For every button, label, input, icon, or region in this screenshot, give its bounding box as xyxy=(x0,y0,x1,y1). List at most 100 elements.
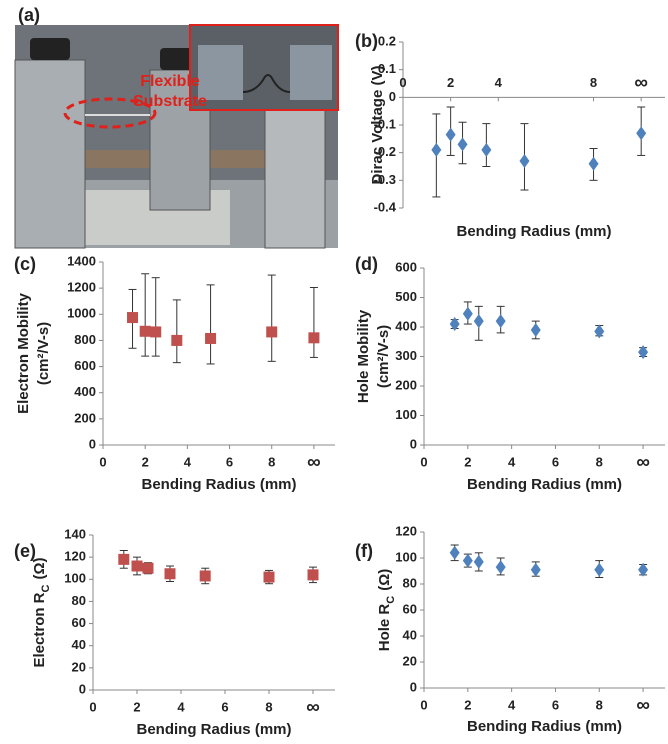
y-tick-label: 0 xyxy=(89,436,96,451)
y-tick-label: -0.3 xyxy=(374,172,396,187)
annotation: Substrate xyxy=(133,93,207,110)
x-tick-label: 8 xyxy=(265,699,272,714)
y-tick-label: 80 xyxy=(72,593,86,608)
y-axis-title-part: (Ω) xyxy=(31,558,48,580)
marker xyxy=(164,568,176,580)
y-axis-title: Dirac Voltage (V) xyxy=(369,66,386,185)
panel-label: (d) xyxy=(355,254,378,274)
inset-substrate xyxy=(242,74,291,93)
y-tick-label: 100 xyxy=(64,571,86,586)
x-tick-label: 6 xyxy=(552,454,559,469)
panel-label: (f) xyxy=(355,541,373,561)
marker xyxy=(638,345,649,360)
y-tick-label: 60 xyxy=(72,615,86,630)
x-tick-label: ∞ xyxy=(307,452,321,473)
x-tick-label: 6 xyxy=(221,699,228,714)
annotation: Flexible xyxy=(140,73,200,90)
y-axis-title: Electron Mobility xyxy=(15,292,32,414)
marker xyxy=(307,569,319,581)
knob-left xyxy=(30,38,70,60)
x-tick-label: 4 xyxy=(508,454,516,469)
y-axis-title-part: C xyxy=(40,584,52,592)
panel-label: (b) xyxy=(355,31,378,51)
marker xyxy=(462,306,473,321)
x-tick-label: 2 xyxy=(464,697,471,712)
y-axis-title: (cm²/V-s) xyxy=(375,325,392,388)
y-tick-label: 0.1 xyxy=(378,61,396,76)
x-tick-label: 2 xyxy=(447,75,454,90)
y-tick-label: 600 xyxy=(395,259,417,274)
y-axis-title: Electron RC (Ω) xyxy=(31,558,52,668)
y-axis-title: Hole Mobility xyxy=(355,309,372,403)
y-tick-label: 80 xyxy=(403,575,417,590)
y-tick-label: 300 xyxy=(395,348,417,363)
y-tick-label: 60 xyxy=(403,601,417,616)
y-tick-label: -0.1 xyxy=(374,116,396,131)
y-tick-label: 0 xyxy=(389,89,396,104)
y-tick-label: 600 xyxy=(74,358,96,373)
x-tick-label: 4 xyxy=(508,697,516,712)
marker xyxy=(127,312,139,324)
photo xyxy=(14,24,339,249)
y-tick-label: 400 xyxy=(395,318,417,333)
x-tick-label: ∞ xyxy=(634,72,648,93)
inset-block-left xyxy=(198,45,243,100)
y-axis-title-part: C xyxy=(385,596,397,604)
y-tick-label: 200 xyxy=(395,377,417,392)
y-axis-title-part: Hole R xyxy=(376,604,393,652)
clamp-right xyxy=(264,109,326,249)
marker xyxy=(457,137,468,152)
x-tick-label: 6 xyxy=(226,454,233,469)
panel-label: (a) xyxy=(18,5,40,25)
marker xyxy=(199,570,211,582)
x-tick-label: 8 xyxy=(596,697,603,712)
x-axis-title: Bending Radius (mm) xyxy=(136,721,291,738)
y-axis-title: (cm²/V-s) xyxy=(35,322,52,385)
panel-label: (e) xyxy=(14,541,36,561)
marker xyxy=(473,554,484,569)
x-tick-label: 6 xyxy=(552,697,559,712)
marker xyxy=(495,314,506,329)
marker xyxy=(594,324,605,339)
x-tick-label: 0 xyxy=(420,697,427,712)
x-tick-label: 8 xyxy=(268,454,275,469)
x-tick-label: 8 xyxy=(596,454,603,469)
y-tick-label: 20 xyxy=(72,659,86,674)
x-tick-label: 8 xyxy=(590,75,597,90)
y-tick-label: 120 xyxy=(395,523,417,538)
y-tick-label: 0 xyxy=(79,681,86,696)
highlight xyxy=(63,97,157,129)
y-tick-label: 1200 xyxy=(67,280,96,295)
y-tick-label: 500 xyxy=(395,289,417,304)
marker xyxy=(473,314,484,329)
y-tick-label: 20 xyxy=(403,653,417,668)
x-tick-label: ∞ xyxy=(636,695,650,716)
y-tick-label: 100 xyxy=(395,407,417,422)
x-tick-label: ∞ xyxy=(306,697,320,718)
marker xyxy=(171,334,183,346)
y-tick-label: 200 xyxy=(74,410,96,425)
x-tick-label: 4 xyxy=(177,699,185,714)
marker xyxy=(205,332,217,344)
marker xyxy=(530,562,541,577)
x-axis-title: Bending Radius (mm) xyxy=(467,718,622,735)
y-tick-label: 40 xyxy=(403,627,417,642)
marker xyxy=(636,126,647,141)
y-axis-title-part: Electron R xyxy=(31,592,48,667)
y-tick-label: -0.4 xyxy=(374,199,397,214)
marker xyxy=(495,560,506,575)
y-tick-label: 140 xyxy=(64,526,86,541)
x-tick-label: ∞ xyxy=(636,452,650,473)
y-tick-label: 1400 xyxy=(67,253,96,268)
x-axis-title: Bending Radius (mm) xyxy=(141,476,296,493)
y-tick-label: 0 xyxy=(410,436,417,451)
y-tick-label: 100 xyxy=(395,549,417,564)
marker xyxy=(594,562,605,577)
x-tick-label: 2 xyxy=(464,454,471,469)
x-tick-label: 0 xyxy=(399,75,406,90)
x-tick-label: 4 xyxy=(184,454,192,469)
x-tick-label: 2 xyxy=(142,454,149,469)
x-tick-label: 2 xyxy=(133,699,140,714)
y-tick-label: 0.2 xyxy=(378,33,396,48)
x-tick-label: 0 xyxy=(420,454,427,469)
